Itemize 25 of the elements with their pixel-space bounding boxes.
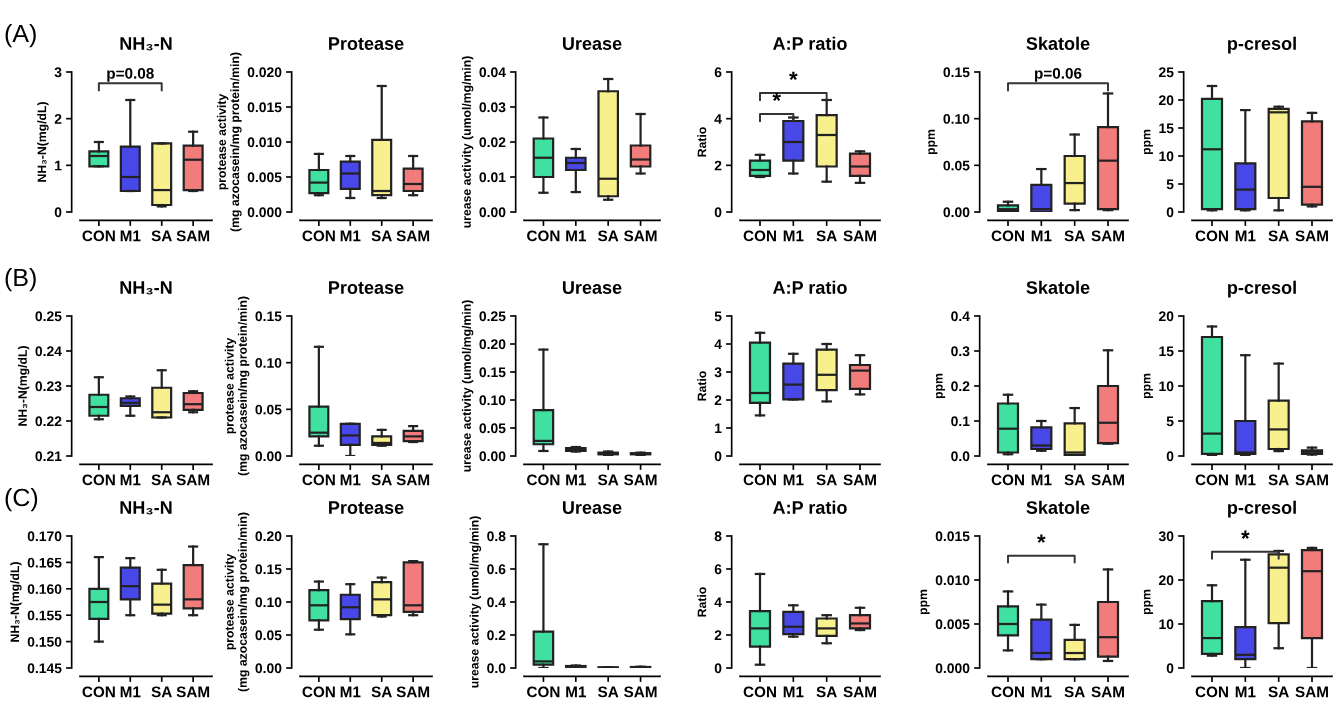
chart-title: p-cresol <box>1228 500 1296 518</box>
annotation: * <box>789 71 798 80</box>
text: (B) <box>5 268 36 292</box>
chart-title: Urease <box>562 37 622 50</box>
chart-title: Skatole <box>1026 36 1090 50</box>
chart-title: Protease <box>329 501 404 514</box>
chart-title: Urease <box>562 501 622 514</box>
chart-title: NH₃-N <box>120 37 172 51</box>
text: (C) <box>5 488 38 512</box>
chart-title: A:P ratio <box>772 280 847 294</box>
chart-title: A:P ratio <box>772 500 847 514</box>
chart-title: A:P ratio <box>772 36 847 50</box>
annotation: * <box>1037 534 1046 543</box>
chart-title: NH₃-N <box>120 501 172 515</box>
chart-title: Skatole <box>1026 500 1090 514</box>
chart-title: NH₃-N <box>120 281 172 295</box>
text: (A) <box>5 24 36 48</box>
chart-title: p-cresol <box>1228 36 1296 54</box>
chart-title: Skatole <box>1026 280 1090 294</box>
chart-title: Urease <box>562 281 622 294</box>
annotation: * <box>1241 530 1250 539</box>
chart-title: Protease <box>329 37 404 50</box>
annotation: * <box>772 92 781 101</box>
chart-title: p-cresol <box>1228 280 1296 298</box>
chart-title: Protease <box>329 281 404 294</box>
